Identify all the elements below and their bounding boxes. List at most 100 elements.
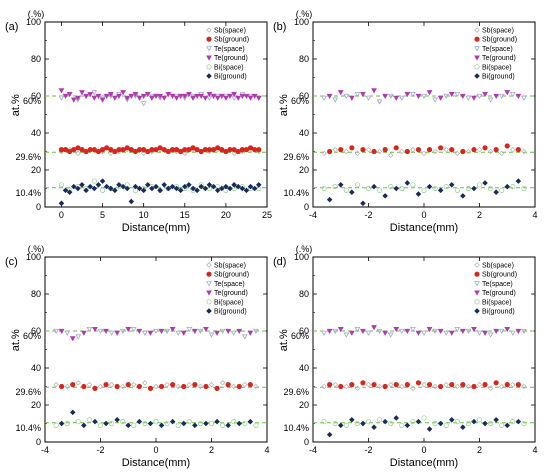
data-point: [415, 191, 422, 197]
data-point: [410, 91, 416, 98]
data-point: [173, 185, 180, 192]
data-point: [59, 383, 65, 390]
data-point: [120, 419, 126, 425]
data-point: [53, 422, 59, 428]
unit-label: (.%): [296, 9, 313, 19]
data-point: [164, 420, 170, 427]
data-point: [145, 182, 151, 188]
data-point: [338, 147, 344, 153]
data-point: [354, 385, 361, 392]
data-point: [482, 420, 488, 427]
data-point: [504, 382, 510, 388]
data-point: [99, 178, 106, 184]
data-point: [404, 180, 411, 186]
data-point: [223, 148, 229, 155]
data-point: [161, 182, 167, 188]
y-tick-label: 40: [299, 363, 309, 373]
data-point: [360, 147, 366, 153]
data-point: [103, 382, 109, 388]
data-point: [107, 91, 114, 98]
data-point: [141, 147, 147, 153]
data-point: [103, 93, 110, 100]
data-point: [426, 382, 433, 388]
data-point: [360, 380, 366, 386]
data-point: [460, 193, 466, 199]
data-point: [365, 146, 372, 153]
data-point: [432, 185, 438, 192]
data-point: [131, 381, 137, 388]
data-point: [504, 90, 511, 96]
y-tick-label: 0: [304, 202, 309, 212]
data-point: [169, 183, 176, 190]
data-point: [140, 101, 147, 107]
data-point: [448, 417, 455, 423]
data-point: [498, 150, 505, 157]
legend-entry: Te(space): [482, 46, 513, 53]
legend-entry: Sb(ground): [482, 272, 517, 279]
data-point: [181, 93, 188, 100]
data-point: [165, 91, 172, 98]
legend-entry: Bi(space): [482, 299, 512, 306]
legend-marker: [206, 299, 212, 305]
data-point: [194, 147, 200, 153]
data-point: [92, 385, 98, 391]
legend: Sb(space) Sb(ground) Te(space) Te(ground) Bi…: [206, 27, 249, 81]
data-point: [360, 328, 366, 335]
data-point: [465, 383, 472, 390]
legend-entry: Te(ground): [214, 290, 248, 297]
data-point: [465, 148, 472, 155]
data-point: [499, 422, 505, 428]
data-point: [67, 148, 73, 155]
data-point: [337, 326, 344, 333]
chart-panel-a: 0 20 40 60 80 100 0 5 10 15 20 25 Distance(mm) at.% (a…: [5, 9, 272, 234]
data-point: [476, 417, 483, 423]
legend-entry: Sb(space): [482, 263, 514, 270]
data-point: [443, 330, 450, 336]
data-point: [203, 383, 209, 390]
legend-entry: Sb(space): [214, 28, 246, 35]
data-point: [158, 383, 165, 390]
data-point: [399, 422, 405, 428]
data-point: [443, 146, 449, 153]
data-point: [504, 326, 511, 333]
data-point: [521, 95, 527, 101]
data-point: [58, 88, 65, 94]
data-point: [75, 185, 81, 192]
data-point: [521, 383, 527, 390]
data-point: [354, 326, 361, 333]
data-point: [114, 417, 120, 423]
panel-label: (a): [5, 21, 18, 33]
data-point: [326, 328, 333, 335]
data-point: [521, 328, 527, 335]
y-tick-label: 60: [299, 326, 309, 336]
legend-marker: [474, 299, 480, 305]
data-point: [91, 147, 97, 153]
data-point: [476, 381, 483, 388]
data-point: [58, 420, 65, 427]
data-point: [465, 328, 472, 335]
data-point: [225, 422, 231, 429]
data-point: [509, 91, 516, 98]
data-point: [136, 328, 143, 335]
data-point: [360, 200, 366, 207]
x-tick-label: -4: [309, 210, 317, 220]
series-sb-ground: [58, 145, 262, 155]
data-point: [170, 382, 176, 388]
data-point: [53, 381, 59, 388]
legend-marker: [206, 27, 212, 33]
x-tick-label: 10: [139, 210, 149, 220]
data-point: [454, 326, 461, 333]
legend-marker: [474, 308, 480, 314]
data-point: [256, 182, 262, 188]
data-point: [493, 147, 499, 153]
data-point: [365, 381, 372, 388]
legend-entry: Te(space): [482, 281, 513, 288]
data-point: [95, 93, 102, 100]
data-point: [79, 90, 85, 96]
series-sb-ground: [59, 382, 253, 391]
data-point: [404, 148, 410, 155]
data-point: [521, 148, 527, 155]
data-point: [108, 381, 115, 388]
data-point: [197, 383, 204, 390]
data-point: [190, 95, 196, 101]
